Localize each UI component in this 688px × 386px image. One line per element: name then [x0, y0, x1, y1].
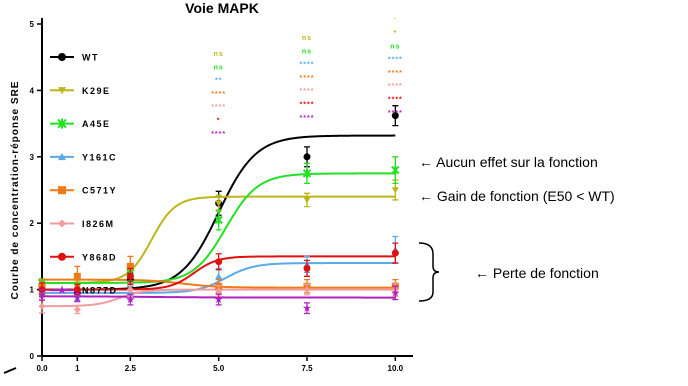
annotation-loss-of-function: ← Perte de fonction — [475, 265, 599, 281]
data-point-c571y — [73, 272, 81, 280]
data-point-i826m — [38, 302, 46, 310]
legend-marker-wt — [58, 53, 66, 61]
legend-marker-n877d — [57, 285, 67, 295]
significance-label: **** — [211, 104, 226, 111]
data-point-k29e — [391, 187, 399, 194]
data-point-wt — [303, 153, 311, 161]
curve-a45e — [42, 172, 396, 284]
significance-label: ns — [214, 64, 224, 71]
significance-label: **** — [388, 70, 403, 77]
data-point-i826m — [303, 286, 311, 294]
significance-label: ns — [390, 43, 400, 50]
legend-marker-y161c — [58, 152, 66, 161]
significance-label: **** — [388, 57, 403, 64]
x-tick-label: 0.0 — [36, 364, 48, 373]
data-point-y868d — [391, 249, 399, 257]
legend-label-c571y: C571Y — [82, 186, 117, 196]
legend-label-n877d: N877D — [82, 286, 118, 296]
y-tick-label: 1 — [30, 286, 35, 295]
significance-label: ** — [215, 78, 222, 85]
axes: 0 1 2 3 4 5 0.0 1 2.5 5.0 7.5 10.0 — [3, 18, 413, 374]
data-point-k29e — [215, 200, 223, 207]
significance-label: **** — [300, 102, 315, 109]
data-point-n877d — [126, 295, 135, 304]
significance-label: **** — [388, 83, 403, 90]
data-point-i826m — [126, 286, 134, 294]
data-point-a45e — [391, 165, 400, 175]
data-point-n877d — [391, 288, 400, 297]
significance-label: **** — [300, 75, 315, 82]
x-tick-label: 10.0 — [388, 364, 404, 373]
significance-label-top: . — [394, 14, 397, 21]
data-points — [37, 105, 400, 315]
significance-label: ns — [302, 48, 312, 55]
legend-marker-c571y — [58, 186, 66, 195]
data-point-a45e — [214, 215, 223, 225]
significance-label: **** — [300, 88, 315, 95]
data-point-n877d — [73, 293, 82, 302]
loss-of-function-bracket — [418, 242, 440, 302]
legend-label-y161c: Y161C — [82, 152, 117, 162]
y-tick-label: 3 — [30, 153, 35, 162]
legend-marker-k29e — [58, 87, 66, 95]
legend-label-i826m: I826M — [82, 219, 115, 229]
significance-label: **** — [388, 110, 403, 117]
x-tick-label: 7.5 — [301, 364, 313, 373]
data-point-c571y — [126, 262, 134, 270]
y-axis-label: Courbe de concentration-réponse SRE — [10, 81, 21, 300]
data-point-y868d — [215, 258, 223, 266]
legend-label-y868d: Y868D — [82, 252, 117, 262]
significance-labels: nsns***************nsns*****************… — [211, 14, 403, 138]
legend-label-wt: WT — [82, 53, 99, 63]
legend-label-a45e: A45E — [82, 119, 111, 129]
x-tick-label: 1 — [75, 364, 80, 373]
legend-marker-i826m — [58, 219, 66, 228]
significance-label: ns — [214, 51, 224, 58]
data-point-n877d — [214, 295, 223, 304]
annotation-no-effect: ← Aucun effet sur la fonction — [419, 154, 598, 170]
chart-title: Voie MAPK — [185, 0, 259, 16]
legend-label-k29e: K29E — [82, 86, 111, 96]
annotations: ← Aucun effet sur la fonction ← Gain de … — [418, 154, 615, 302]
significance-label: * — [217, 118, 221, 125]
significance-label: **** — [211, 131, 226, 138]
data-point-n877d — [302, 303, 312, 312]
y-tick-label: 0 — [30, 352, 35, 361]
y-tick-label: 5 — [30, 20, 35, 29]
significance-label: **** — [300, 62, 315, 69]
significance-label: **** — [211, 91, 226, 98]
x-tick-label: 2.5 — [125, 364, 137, 373]
data-point-i826m — [215, 287, 223, 295]
axis-break-mark — [3, 367, 17, 374]
significance-label: **** — [388, 97, 403, 104]
y-tick-label: 2 — [30, 219, 35, 228]
significance-label: * — [393, 30, 397, 37]
legend: WT K29E A45E Y161C C571Y I826M Y868D N877D — [50, 53, 118, 296]
data-point-n877d — [37, 290, 47, 299]
data-point-y161c — [215, 272, 223, 280]
data-point-wt — [391, 112, 399, 120]
data-point-y868d — [303, 264, 311, 272]
significance-label: **** — [300, 115, 315, 122]
data-point-k29e — [303, 197, 311, 204]
data-point-a45e — [302, 168, 312, 178]
annotation-gain-of-function: ← Gain de fonction (E50 < WT) — [419, 188, 615, 204]
x-tick-label: 5.0 — [213, 364, 225, 373]
legend-marker-y868d — [58, 252, 66, 261]
y-tick-label: 4 — [30, 86, 35, 95]
significance-label: ns — [302, 35, 312, 42]
data-point-i826m — [73, 306, 81, 314]
data-point-y868d — [73, 286, 81, 294]
data-point-y868d — [126, 272, 134, 280]
legend-marker-a45e — [57, 118, 67, 129]
